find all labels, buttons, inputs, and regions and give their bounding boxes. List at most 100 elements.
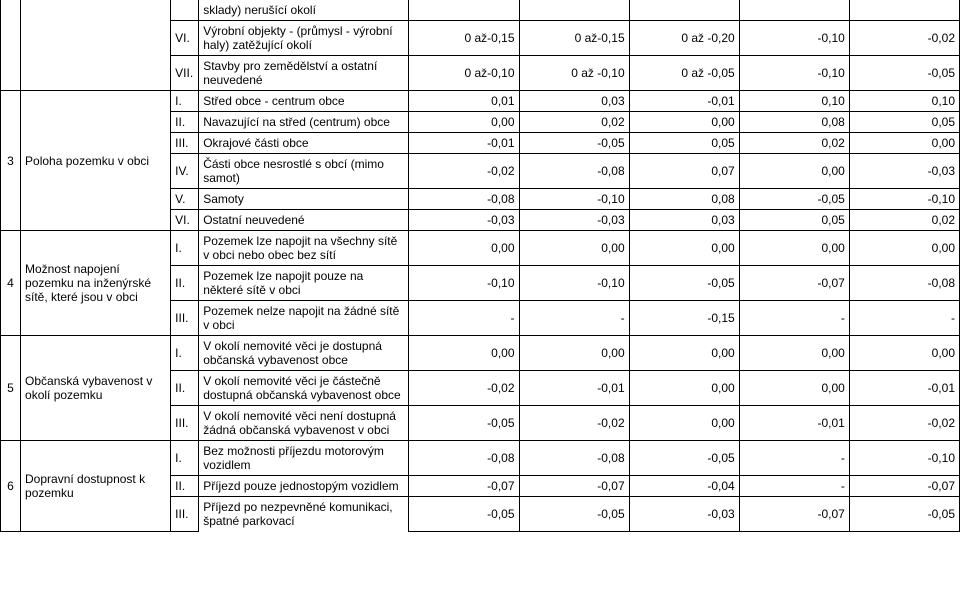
value-cell: 0,00 <box>629 336 739 371</box>
value-cell: 0,08 <box>629 189 739 210</box>
table-row: 3Poloha pozemku v obciI.Střed obce - cen… <box>1 91 960 112</box>
value-cell: - <box>409 301 519 336</box>
sub-index: III. <box>171 406 199 441</box>
value-cell: -0,05 <box>409 406 519 441</box>
value-cell: -0,02 <box>849 21 959 56</box>
row-description: Části obce nesrostlé s obcí (mimo samot) <box>199 154 409 189</box>
sub-index: IV. <box>171 154 199 189</box>
row-description: V okolí nemovité věci je dostupná občans… <box>199 336 409 371</box>
value-cell: -0,01 <box>739 406 849 441</box>
value-cell: -0,02 <box>849 406 959 441</box>
section-index: 5 <box>1 336 21 441</box>
value-cell: 0,03 <box>629 210 739 231</box>
value-cell: 0,02 <box>849 210 959 231</box>
value-cell: -0,10 <box>409 266 519 301</box>
row-description: Pozemek lze napojit pouze na některé sít… <box>199 266 409 301</box>
value-cell: -0,10 <box>739 21 849 56</box>
value-cell: 0,00 <box>629 406 739 441</box>
value-cell: -0,08 <box>519 441 629 476</box>
section-title: Občanská vybavenost v okolí pozemku <box>21 336 171 441</box>
value-cell: -0,05 <box>519 497 629 532</box>
value-cell: -0,05 <box>519 133 629 154</box>
value-cell: -0,02 <box>519 406 629 441</box>
value-cell: -0,03 <box>629 497 739 532</box>
row-description: Bez možnosti příjezdu motorovým vozidlem <box>199 441 409 476</box>
value-cell: 0 až-0,10 <box>409 56 519 91</box>
value-cell <box>409 0 519 21</box>
table-row: sklady) nerušící okolí <box>1 0 960 21</box>
value-cell: -0,07 <box>849 476 959 497</box>
value-cell: -0,10 <box>519 266 629 301</box>
value-cell: 0,00 <box>409 231 519 266</box>
section-index: 4 <box>1 231 21 336</box>
value-cell: 0,00 <box>849 231 959 266</box>
value-cell: 0,07 <box>629 154 739 189</box>
sub-index: VI. <box>171 210 199 231</box>
value-cell: 0,05 <box>629 133 739 154</box>
value-cell: - <box>739 301 849 336</box>
value-cell: 0,05 <box>849 112 959 133</box>
value-cell: 0 až -0,05 <box>629 56 739 91</box>
sub-index: III. <box>171 497 199 532</box>
value-cell: 0 až -0,20 <box>629 21 739 56</box>
sub-index: I. <box>171 231 199 266</box>
value-cell: - <box>739 476 849 497</box>
sub-index: I. <box>171 336 199 371</box>
value-cell: -0,10 <box>849 189 959 210</box>
value-cell: -0,10 <box>849 441 959 476</box>
value-cell: 0,03 <box>519 91 629 112</box>
row-description: Pozemek lze napojit na všechny sítě v ob… <box>199 231 409 266</box>
value-cell: -0,03 <box>849 154 959 189</box>
sub-index: I. <box>171 91 199 112</box>
value-cell: -0,07 <box>409 476 519 497</box>
value-cell <box>519 0 629 21</box>
row-description: Samoty <box>199 189 409 210</box>
value-cell: 0 až-0,15 <box>409 21 519 56</box>
value-cell: 0,00 <box>739 231 849 266</box>
value-cell: 0,10 <box>849 91 959 112</box>
row-description: Výrobní objekty - (průmysl - výrobní hal… <box>199 21 409 56</box>
row-description: V okolí nemovité věci není dostupná žádn… <box>199 406 409 441</box>
value-cell: -0,07 <box>739 497 849 532</box>
value-cell <box>849 0 959 21</box>
row-description: V okolí nemovité věci je částečně dostup… <box>199 371 409 406</box>
value-cell: -0,05 <box>739 189 849 210</box>
value-cell: -0,03 <box>409 210 519 231</box>
value-cell: -0,07 <box>519 476 629 497</box>
sub-index: II. <box>171 371 199 406</box>
value-cell: 0 až-0,15 <box>519 21 629 56</box>
value-cell: -0,01 <box>849 371 959 406</box>
sub-index: VI. <box>171 21 199 56</box>
value-cell: 0,00 <box>849 336 959 371</box>
value-cell: 0,00 <box>629 112 739 133</box>
table-row: 5Občanská vybavenost v okolí pozemkuI.V … <box>1 336 960 371</box>
value-cell: 0,00 <box>409 336 519 371</box>
row-description: Střed obce - centrum obce <box>199 91 409 112</box>
value-cell: -0,02 <box>409 154 519 189</box>
row-description: Příjezd po nezpevněné komunikaci, špatné… <box>199 497 409 532</box>
value-cell: -0,05 <box>849 56 959 91</box>
table-row: 6Dopravní dostupnost k pozemkuI.Bez možn… <box>1 441 960 476</box>
value-cell: -0,02 <box>409 371 519 406</box>
section-index <box>1 0 21 91</box>
value-cell: -0,08 <box>409 441 519 476</box>
value-cell: -0,15 <box>629 301 739 336</box>
value-cell: -0,03 <box>519 210 629 231</box>
value-cell: -0,05 <box>849 497 959 532</box>
value-cell: -0,10 <box>739 56 849 91</box>
value-cell: 0,10 <box>739 91 849 112</box>
section-index: 6 <box>1 441 21 532</box>
sub-index: III. <box>171 133 199 154</box>
value-cell: 0,00 <box>519 231 629 266</box>
value-cell: 0,05 <box>739 210 849 231</box>
value-cell <box>629 0 739 21</box>
section-index: 3 <box>1 91 21 231</box>
value-cell: 0,08 <box>739 112 849 133</box>
sub-index <box>171 0 199 21</box>
value-cell: - <box>739 441 849 476</box>
value-cell: 0,02 <box>519 112 629 133</box>
value-cell: -0,01 <box>629 91 739 112</box>
value-cell: 0,00 <box>519 336 629 371</box>
value-cell: -0,10 <box>519 189 629 210</box>
value-cell: -0,07 <box>739 266 849 301</box>
